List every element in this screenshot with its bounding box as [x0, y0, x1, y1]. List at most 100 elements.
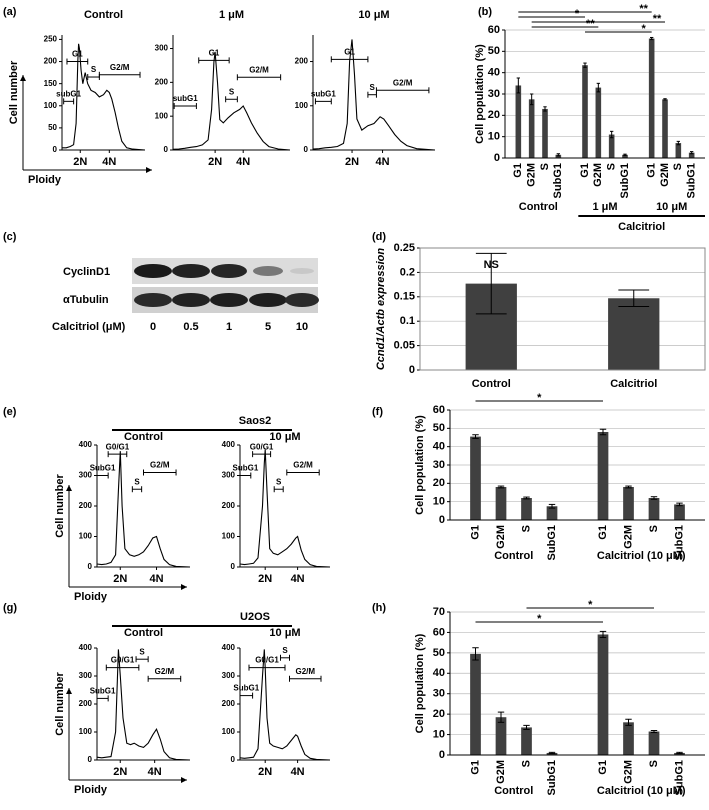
x-tick-label: 4N	[102, 156, 116, 168]
y-tick-label: 250	[44, 35, 58, 44]
dose-label: 1	[226, 321, 232, 333]
x-tick-label: G2M	[622, 760, 634, 784]
band	[172, 293, 210, 307]
y-tick-label: 0.25	[394, 242, 415, 254]
x-tick-label: G1	[469, 760, 481, 775]
bar	[521, 727, 532, 755]
y-tick-label: 400	[222, 440, 236, 449]
panel-label: (a)	[3, 6, 17, 18]
histogram-curve	[239, 649, 331, 761]
x-tick-label: G1	[579, 163, 591, 178]
gate-label: G2/M	[295, 667, 315, 676]
gate-label: G2/M	[249, 65, 269, 74]
x-tick-label: G1	[646, 163, 658, 178]
y-tick-label: 60	[433, 404, 445, 416]
histogram-curve	[239, 449, 331, 568]
y-tick-label: 0	[409, 364, 415, 376]
x-tick-label: SubG1	[673, 760, 685, 795]
band	[290, 268, 314, 274]
band	[172, 264, 210, 278]
y-tick-label: 200	[44, 57, 58, 66]
y-tick-label: 0	[231, 755, 236, 764]
bar	[495, 487, 507, 520]
gate-label: G1	[344, 47, 355, 56]
y-tick-label: 400	[222, 643, 236, 652]
bar	[675, 143, 682, 158]
x-tick-label: S	[672, 163, 684, 170]
y-tick-label: 20	[433, 477, 445, 489]
y-tick-label: 200	[155, 77, 169, 86]
gate-label: S	[139, 647, 145, 656]
x-tick-label: 4N	[291, 766, 305, 778]
y-tick-label: 50	[433, 422, 445, 434]
y-tick-label: 200	[295, 57, 309, 66]
x-tick-label: SubG1	[673, 525, 685, 560]
bar	[674, 504, 685, 520]
chart-title: Control	[124, 627, 163, 639]
y-tick-label: 30	[433, 688, 445, 700]
significance-label: **	[586, 18, 595, 30]
x-tick-label: G2M	[526, 163, 538, 187]
annotation: NS	[484, 259, 499, 271]
x-tick-label: G2M	[592, 163, 604, 187]
y-tick-label: 20	[433, 708, 445, 720]
group-label: 1 μM	[592, 201, 617, 213]
y-tick-label: 10	[433, 496, 445, 508]
y-axis-label: Ccnd1/Actb expression	[375, 248, 387, 371]
y-tick-label: 0	[231, 562, 236, 571]
x-tick-label: G1	[597, 760, 609, 775]
bar	[495, 717, 507, 755]
dose-label: 10	[296, 321, 308, 333]
gate-label: S	[229, 87, 235, 96]
x-tick-label: 4N	[149, 573, 163, 585]
band	[210, 293, 248, 307]
gate-label: G1	[209, 48, 220, 57]
row-label: CyclinD1	[63, 266, 110, 278]
y-axis-label: Cell population (%)	[414, 633, 426, 733]
bar	[608, 134, 615, 158]
gate-label: G2/M	[293, 461, 313, 470]
x-tick-label: S	[606, 163, 618, 170]
y-tick-label: 40	[433, 667, 445, 679]
x-tick-label: 2N	[113, 766, 127, 778]
x-tick-label: SubG1	[552, 163, 564, 198]
y-tick-label: 0	[304, 145, 309, 154]
bar	[623, 722, 634, 755]
gate-label: subG1	[311, 89, 336, 98]
y-tick-label: 0.1	[400, 315, 415, 327]
histogram-curve	[312, 39, 436, 151]
bar	[546, 506, 558, 520]
gate-label: S	[276, 477, 282, 486]
group-label: Control	[519, 201, 558, 213]
bar	[595, 87, 602, 158]
y-tick-label: 50	[48, 123, 57, 132]
y-tick-label: 300	[79, 671, 93, 680]
x-tick-label: G1	[597, 525, 609, 540]
chart-title: 10 μM	[269, 627, 300, 639]
y-tick-label: 100	[79, 727, 93, 736]
significance-label: *	[575, 8, 580, 20]
group-title: Saos2	[239, 415, 271, 427]
dose-label: 0.5	[183, 321, 198, 333]
x-tick-label: S	[520, 525, 532, 532]
bar	[623, 487, 634, 520]
y-tick-label: 200	[79, 699, 93, 708]
gate-label: SubG1	[90, 464, 116, 473]
x-tick-label: 4N	[291, 573, 305, 585]
band	[134, 293, 172, 307]
chart-title: 10 μM	[358, 9, 389, 21]
significance-label: *	[537, 392, 542, 404]
bar	[648, 731, 660, 755]
y-tick-label: 60	[433, 626, 445, 638]
x-tick-label: 2N	[258, 573, 272, 585]
significance-label: *	[588, 599, 593, 611]
panel-label: (c)	[3, 231, 17, 243]
y-tick-label: 100	[222, 727, 236, 736]
y-tick-label: 100	[44, 101, 58, 110]
bar	[521, 498, 532, 520]
y-tick-label: 20	[488, 109, 500, 121]
y-tick-label: 30	[433, 459, 445, 471]
group-label: 10 μM	[656, 201, 687, 213]
chart-title: Control	[84, 9, 123, 21]
